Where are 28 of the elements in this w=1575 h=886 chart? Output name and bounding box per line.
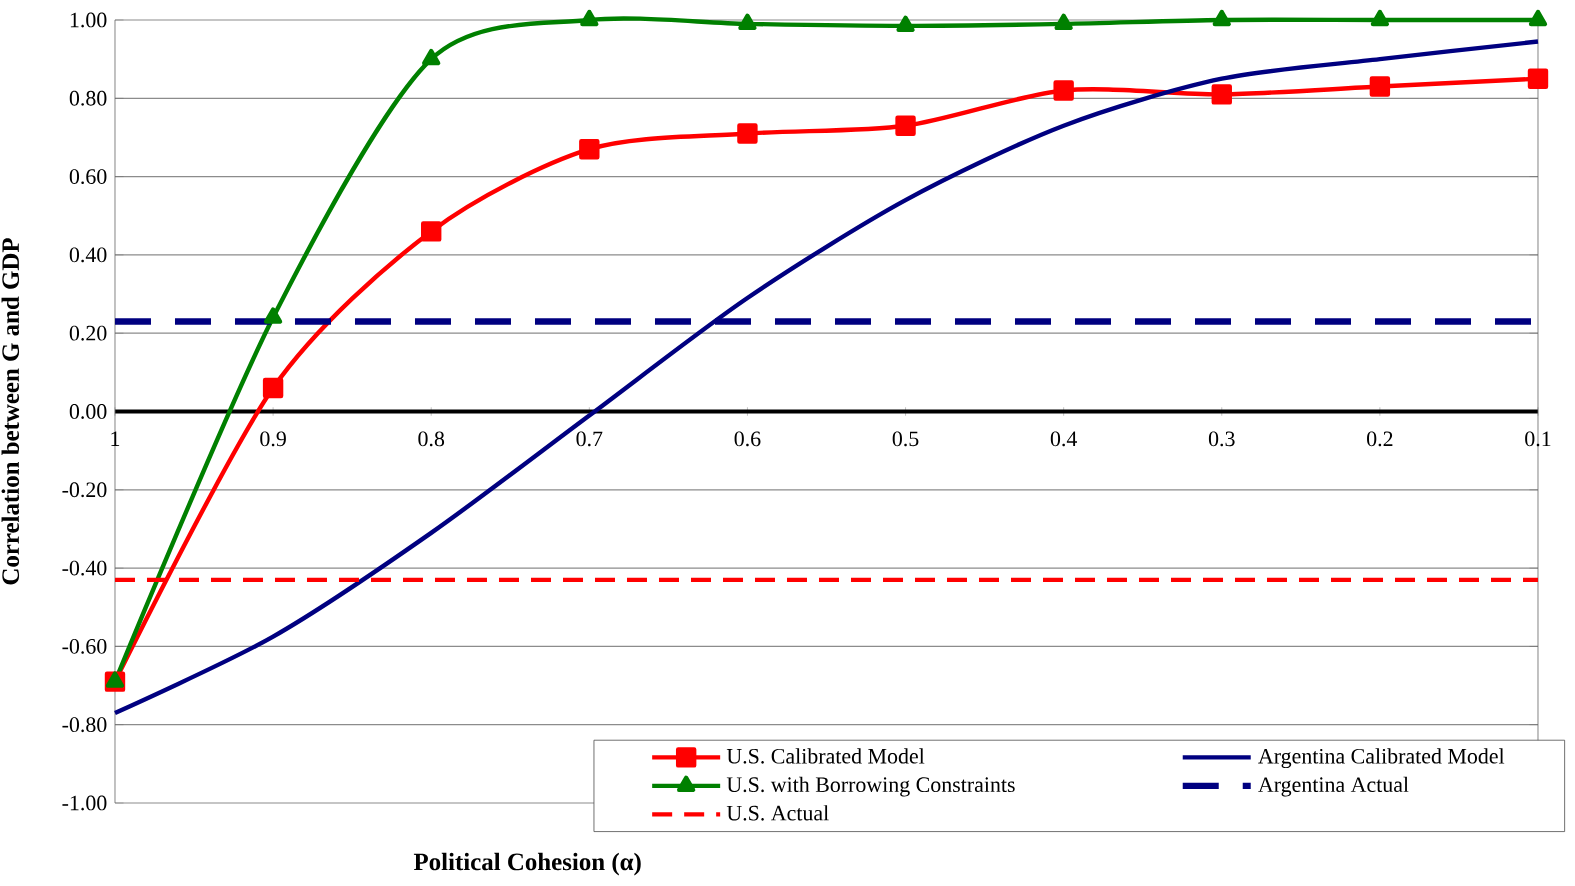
legend-label: U.S. with Borrowing Constraints [726, 776, 1015, 797]
legend-label: Argentina Calibrated Model [1258, 748, 1505, 769]
y-tick-label: 0.20 [69, 325, 107, 341]
y-tick-label: 0.40 [69, 247, 107, 263]
y-tick-label: -0.60 [62, 638, 107, 654]
y-tick-label: 0.80 [69, 90, 107, 106]
x-tick-label: 0.4 [1050, 431, 1078, 447]
y-tick-label: -1.00 [62, 795, 107, 811]
y-tick-label: 0.00 [69, 404, 107, 419]
legend-label: U.S. Actual [726, 805, 829, 821]
y-tick-label: 0.60 [69, 169, 107, 185]
y-axis-title: Correlation between G and GDP [1, 238, 20, 585]
x-tick-label: 0.7 [576, 431, 603, 447]
legend-label: U.S. Calibrated Model [726, 748, 925, 764]
x-axis-title: Political Cohesion (α) [413, 852, 641, 876]
x-tick-label: 0.9 [260, 431, 286, 447]
y-tick-label: -0.40 [62, 560, 107, 576]
x-tick-label: 0.2 [1367, 431, 1393, 447]
x-tick-label: 0.5 [892, 431, 919, 447]
x-tick-label: 0.1 [1525, 431, 1551, 447]
y-tick-label: 1.00 [70, 12, 107, 28]
y-tick-label: -0.20 [62, 482, 107, 498]
y-tick-label: -0.80 [62, 717, 107, 733]
x-tick-label: 0.8 [418, 431, 445, 447]
legend-label: Argentina Actual [1258, 776, 1409, 797]
x-tick-label: 1 [111, 431, 120, 446]
x-tick-label: 0.3 [1208, 431, 1235, 447]
x-tick-label: 0.6 [734, 431, 761, 447]
